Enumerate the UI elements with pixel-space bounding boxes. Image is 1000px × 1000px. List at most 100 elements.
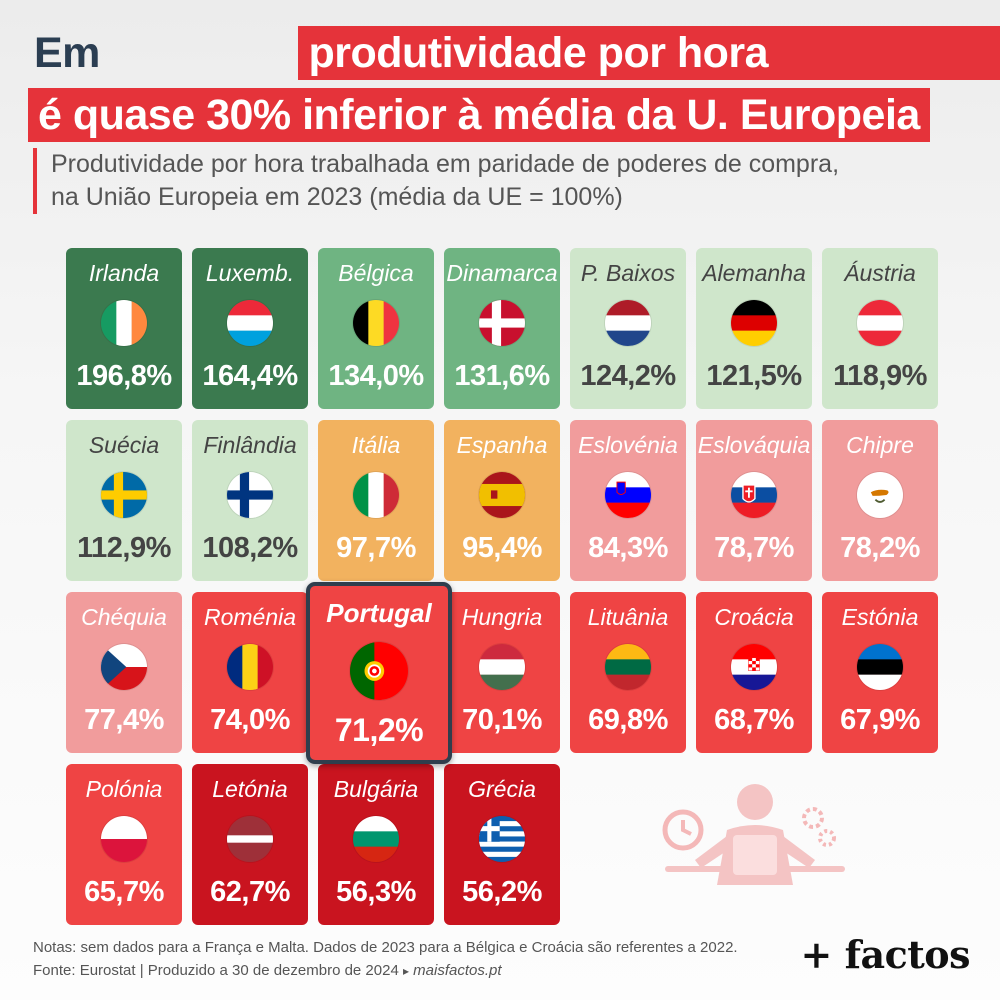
value-label: 97,7%: [336, 532, 416, 564]
netherlands-flag-icon: [605, 300, 651, 346]
country-name: P. Baixos: [580, 260, 676, 286]
country-name: Bélgica: [338, 260, 414, 286]
value-label: 84,3%: [588, 532, 668, 564]
value-label: 134,0%: [328, 360, 424, 392]
source-text: Fonte: Eurostat | Produzido a 30 de deze…: [33, 962, 403, 979]
country-name: Bulgária: [333, 776, 419, 802]
country-tile-luxembourg: Luxemb. 164,4%: [192, 248, 308, 409]
site-link[interactable]: maisfactos.pt: [413, 962, 502, 979]
value-label: 71,2%: [334, 712, 424, 748]
headline-line2: é quase 30% inferior à média da U. Europ…: [28, 88, 930, 142]
country-tile-romania: Roménia 74,0%: [192, 592, 308, 753]
country-name: Roménia: [203, 604, 297, 630]
country-name: Grécia: [468, 776, 536, 802]
country-tile-netherlands: P. Baixos 124,2%: [570, 248, 686, 409]
belgium-flag-icon: [353, 300, 399, 346]
italy-flag-icon: [353, 472, 399, 518]
country-tile-latvia: Letónia 62,7%: [192, 764, 308, 925]
arrow-icon: ▸: [402, 964, 409, 978]
country-name: Eslováquia: [697, 432, 811, 458]
value-label: 74,0%: [210, 704, 290, 736]
country-tile-lithuania: Lituânia 69,8%: [570, 592, 686, 753]
country-name: Estónia: [841, 604, 919, 630]
country-name: Portugal: [326, 598, 432, 628]
austria-flag-icon: [857, 300, 903, 346]
germany-flag-icon: [731, 300, 777, 346]
value-label: 121,5%: [706, 360, 802, 392]
romania-flag-icon: [227, 644, 273, 690]
value-label: 78,2%: [840, 532, 920, 564]
country-tile-cyprus: Chipre 78,2%: [822, 420, 938, 581]
person-clock-gears-icon: [662, 784, 845, 885]
country-name: Chipre: [846, 432, 914, 458]
country-name: Irlanda: [88, 260, 160, 286]
latvia-flag-icon: [227, 816, 273, 862]
croatia-flag-icon: [731, 644, 777, 690]
country-name: Suécia: [88, 432, 160, 458]
country-tile-finland: Finlândia 108,2%: [192, 420, 308, 581]
country-tile-greece: Grécia 56,2%: [444, 764, 560, 925]
country-tile-poland: Polónia 65,7%: [66, 764, 182, 925]
country-tile-sweden: Suécia 112,9%: [66, 420, 182, 581]
ireland-flag-icon: [101, 300, 147, 346]
denmark-flag-icon: [479, 300, 525, 346]
country-name: Lituânia: [587, 604, 669, 630]
slovakia-flag-icon: [731, 472, 777, 518]
value-label: 69,8%: [588, 704, 668, 736]
value-label: 56,3%: [336, 876, 416, 908]
country-tile-portugal: Portugal 71,2%: [306, 582, 452, 764]
country-tile-austria: Áustria 118,9%: [822, 248, 938, 409]
hungary-flag-icon: [479, 644, 525, 690]
cyprus-flag-icon: [857, 472, 903, 518]
country-tile-slovenia: Eslovénia 84,3%: [570, 420, 686, 581]
value-label: 70,1%: [462, 704, 542, 736]
subtitle: Produtividade por hora trabalhada em par…: [33, 148, 839, 214]
subtitle-line2: na União Europeia em 2023 (média da UE =…: [51, 183, 623, 211]
value-label: 77,4%: [84, 704, 164, 736]
spain-flag-icon: [479, 472, 525, 518]
country-tile-denmark: Dinamarca 131,6%: [444, 248, 560, 409]
sweden-flag-icon: [101, 472, 147, 518]
lithuania-flag-icon: [605, 644, 651, 690]
czechia-flag-icon: [101, 644, 147, 690]
value-label: 95,4%: [462, 532, 542, 564]
country-name: Croácia: [714, 604, 794, 630]
country-tile-ireland: Irlanda 196,8%: [66, 248, 182, 409]
country-name: Chéquia: [81, 604, 167, 630]
country-name: Eslovénia: [578, 432, 678, 458]
value-label: 108,2%: [202, 532, 298, 564]
notes-line: Notas: sem dados para a França e Malta. …: [33, 939, 738, 956]
country-name: Polónia: [85, 776, 163, 802]
country-name: Hungria: [461, 604, 543, 630]
bulgaria-flag-icon: [353, 816, 399, 862]
slovenia-flag-icon: [605, 472, 651, 518]
country-tile-croatia: Croácia 68,7%: [696, 592, 812, 753]
portugal-flag-icon: [350, 642, 408, 700]
country-tile-hungary: Hungria 70,1%: [444, 592, 560, 753]
value-label: 56,2%: [462, 876, 542, 908]
value-label: 112,9%: [77, 532, 171, 564]
notes: Notas: sem dados para a França e Malta. …: [33, 936, 738, 983]
country-tile-germany: Alemanha 121,5%: [696, 248, 812, 409]
country-name: Áustria: [844, 260, 916, 286]
value-label: 164,4%: [202, 360, 298, 392]
value-label: 78,7%: [714, 532, 794, 564]
value-label: 62,7%: [210, 876, 290, 908]
value-label: 131,6%: [454, 360, 550, 392]
country-name: Finlândia: [203, 432, 297, 458]
finland-flag-icon: [227, 472, 273, 518]
country-tile-slovakia: Eslováquia 78,7%: [696, 420, 812, 581]
country-tile-estonia: Estónia 67,9%: [822, 592, 938, 753]
value-label: 196,8%: [76, 360, 172, 392]
country-name: Alemanha: [702, 260, 806, 286]
value-label: 124,2%: [580, 360, 676, 392]
country-name: Letónia: [212, 776, 288, 802]
estonia-flag-icon: [857, 644, 903, 690]
country-tile-italy: Itália 97,7%: [318, 420, 434, 581]
luxembourg-flag-icon: [227, 300, 273, 346]
value-label: 67,9%: [840, 704, 920, 736]
value-label: 65,7%: [84, 876, 164, 908]
greece-flag-icon: [479, 816, 525, 862]
value-label: 68,7%: [714, 704, 794, 736]
country-name: Luxemb.: [205, 260, 295, 286]
